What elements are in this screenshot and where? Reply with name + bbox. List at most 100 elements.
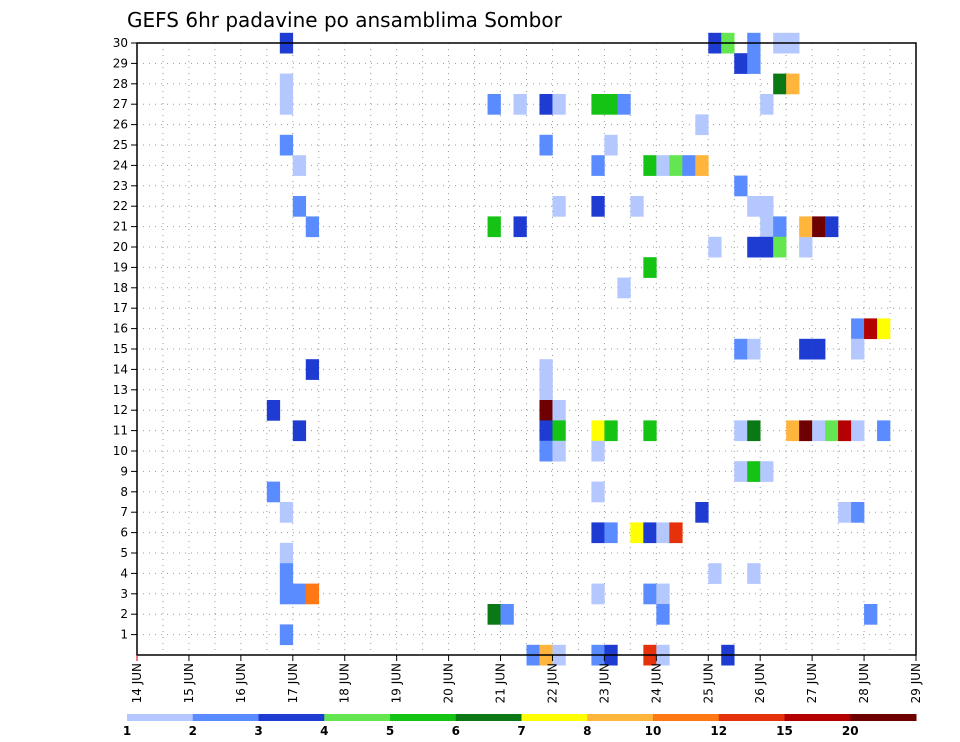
data-cell bbox=[773, 236, 787, 258]
y-tick-label: 30 bbox=[113, 36, 128, 50]
data-cell bbox=[279, 624, 294, 646]
y-tick-label: 15 bbox=[113, 342, 128, 356]
data-cell bbox=[305, 583, 320, 605]
legend-swatch bbox=[587, 714, 654, 721]
legend-label: 4 bbox=[320, 724, 328, 738]
y-tick-label: 5 bbox=[120, 546, 128, 560]
y-tick-label: 10 bbox=[113, 444, 128, 458]
data-cell bbox=[591, 583, 605, 605]
data-cell bbox=[851, 502, 865, 523]
y-tick-label: 19 bbox=[113, 260, 128, 274]
y-tick-label: 29 bbox=[113, 56, 128, 70]
data-cell bbox=[838, 502, 852, 523]
data-cell bbox=[656, 522, 670, 544]
data-cell bbox=[552, 94, 566, 115]
y-tick-label: 16 bbox=[113, 322, 128, 336]
data-cell bbox=[617, 277, 631, 299]
data-cell bbox=[279, 563, 294, 584]
y-tick-label: 23 bbox=[113, 179, 128, 193]
x-tick-label: 29 JUN bbox=[909, 663, 923, 703]
x-tick-label: 20 JUN bbox=[442, 663, 456, 703]
data-cell bbox=[604, 420, 618, 442]
x-tick-label: 19 JUN bbox=[390, 663, 404, 703]
x-axis: 14 JUN 15 JUN 16 JUN 17 JUN 18 JUN 19 JUN 20 J… bbox=[130, 655, 923, 703]
data-cell bbox=[552, 196, 566, 217]
data-cell bbox=[266, 400, 281, 421]
data-cell bbox=[539, 359, 553, 380]
data-cell bbox=[851, 420, 865, 442]
y-tick-label: 24 bbox=[113, 158, 128, 172]
x-tick-label: 23 JUN bbox=[597, 663, 611, 703]
data-cell bbox=[591, 440, 605, 462]
data-cell bbox=[747, 420, 761, 442]
legend-label: 3 bbox=[254, 724, 262, 738]
data-cell bbox=[643, 583, 657, 605]
y-tick-label: 22 bbox=[113, 199, 128, 213]
data-cell bbox=[591, 522, 605, 544]
data-cell bbox=[604, 134, 618, 156]
data-cell bbox=[708, 236, 722, 258]
legend-label: 5 bbox=[386, 724, 394, 738]
data-cell bbox=[799, 338, 813, 360]
data-cell bbox=[786, 73, 800, 95]
data-cell bbox=[747, 236, 761, 258]
data-cell bbox=[591, 481, 605, 503]
data-cell bbox=[266, 481, 281, 503]
x-tick-label: 26 JUN bbox=[753, 663, 767, 703]
legend-label: 8 bbox=[583, 724, 591, 738]
y-tick-label: 12 bbox=[113, 403, 128, 417]
data-cell bbox=[734, 420, 748, 442]
legend-swatch bbox=[258, 714, 325, 721]
data-cell bbox=[513, 94, 527, 115]
data-cell bbox=[630, 196, 644, 217]
y-tick-label: 26 bbox=[113, 118, 128, 132]
x-tick-label: 27 JUN bbox=[805, 663, 819, 703]
legend-label: 6 bbox=[452, 724, 460, 738]
data-cell bbox=[539, 379, 553, 401]
y-tick-label: 1 bbox=[120, 628, 128, 642]
y-tick-label: 7 bbox=[120, 505, 128, 519]
data-cell bbox=[734, 461, 748, 482]
data-cell bbox=[851, 318, 865, 340]
chart-title: GEFS 6hr padavine po ansamblima Sombor bbox=[127, 8, 563, 32]
legend-swatch bbox=[192, 714, 259, 721]
data-cell bbox=[591, 196, 605, 217]
data-cell bbox=[643, 155, 657, 176]
data-cell bbox=[734, 53, 748, 74]
data-cell bbox=[279, 73, 294, 95]
data-cell bbox=[773, 73, 787, 95]
y-tick-label: 27 bbox=[113, 97, 128, 111]
data-cell bbox=[604, 522, 618, 544]
data-cell bbox=[838, 420, 852, 442]
data-cell bbox=[305, 216, 320, 238]
data-cell bbox=[552, 400, 566, 421]
data-cell bbox=[877, 420, 891, 442]
y-tick-label: 13 bbox=[113, 383, 128, 397]
legend-label: 12 bbox=[710, 724, 727, 738]
x-tick-label: 17 JUN bbox=[286, 663, 300, 703]
data-cell bbox=[539, 134, 553, 156]
legend-swatch bbox=[521, 714, 588, 721]
data-cell bbox=[500, 604, 514, 625]
data-cell bbox=[591, 420, 605, 442]
data-cell bbox=[539, 420, 553, 442]
x-tick-label: 22 JUN bbox=[545, 663, 559, 703]
data-cell bbox=[877, 318, 891, 340]
legend-label: 15 bbox=[776, 724, 793, 738]
data-cell bbox=[747, 53, 761, 74]
data-cell bbox=[669, 155, 683, 176]
data-cell bbox=[786, 420, 800, 442]
data-cell bbox=[487, 94, 501, 115]
data-cell bbox=[552, 420, 566, 442]
data-cell bbox=[292, 583, 307, 605]
data-cell bbox=[747, 563, 761, 584]
data-cell bbox=[799, 216, 813, 238]
legend-swatch bbox=[390, 714, 457, 721]
data-cell bbox=[695, 502, 709, 523]
data-cell bbox=[669, 522, 683, 544]
data-cell bbox=[279, 94, 294, 115]
legend-swatch bbox=[324, 714, 391, 721]
y-axis: 1234567891011121314151617181920212223242… bbox=[113, 36, 137, 642]
y-tick-label: 8 bbox=[120, 485, 128, 499]
y-tick-label: 18 bbox=[113, 281, 128, 295]
